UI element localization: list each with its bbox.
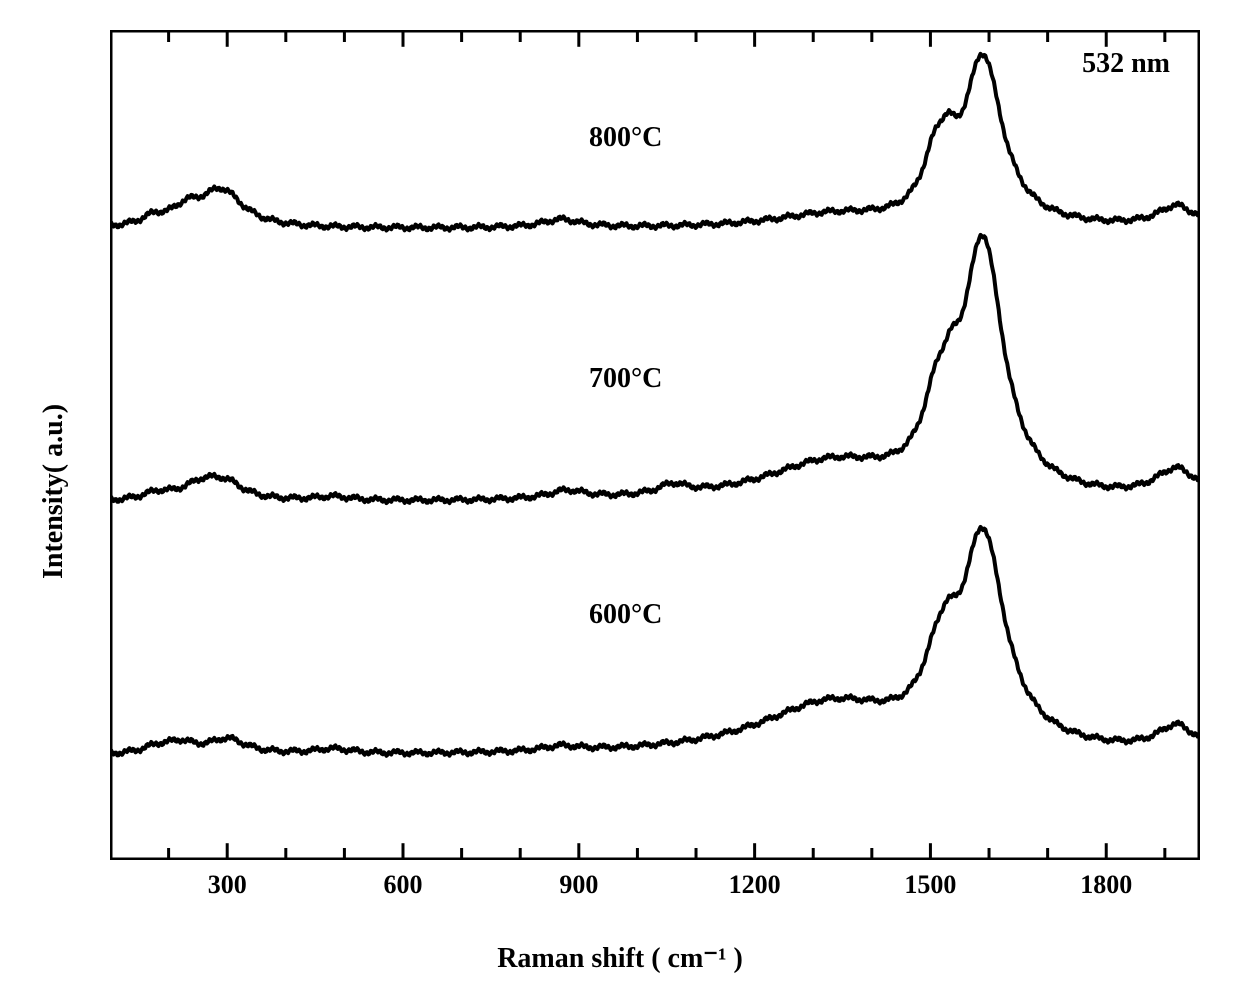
raman-figure: Intensity( a.u.) 532 nm 300 600 900 1200 150… [0,0,1240,985]
x-tick-label: 300 [208,870,247,900]
x-tick-label: 1800 [1080,870,1132,900]
plot-area [110,30,1200,860]
series-label-700C: 700°C [589,363,662,395]
x-tick-label: 1500 [904,870,956,900]
series-label-800C: 800°C [589,122,662,154]
y-axis-label: Intensity( a.u.) [38,404,70,579]
spectrum-600C [110,527,1200,756]
series-label-600C: 600°C [589,599,662,631]
x-tick-label: 1200 [729,870,781,900]
x-tick-label: 600 [384,870,423,900]
x-axis-label: Raman shift ( cm⁻¹ ) [497,941,743,975]
laser-wavelength-label: 532 nm [1082,48,1170,80]
x-tick-label: 900 [559,870,598,900]
